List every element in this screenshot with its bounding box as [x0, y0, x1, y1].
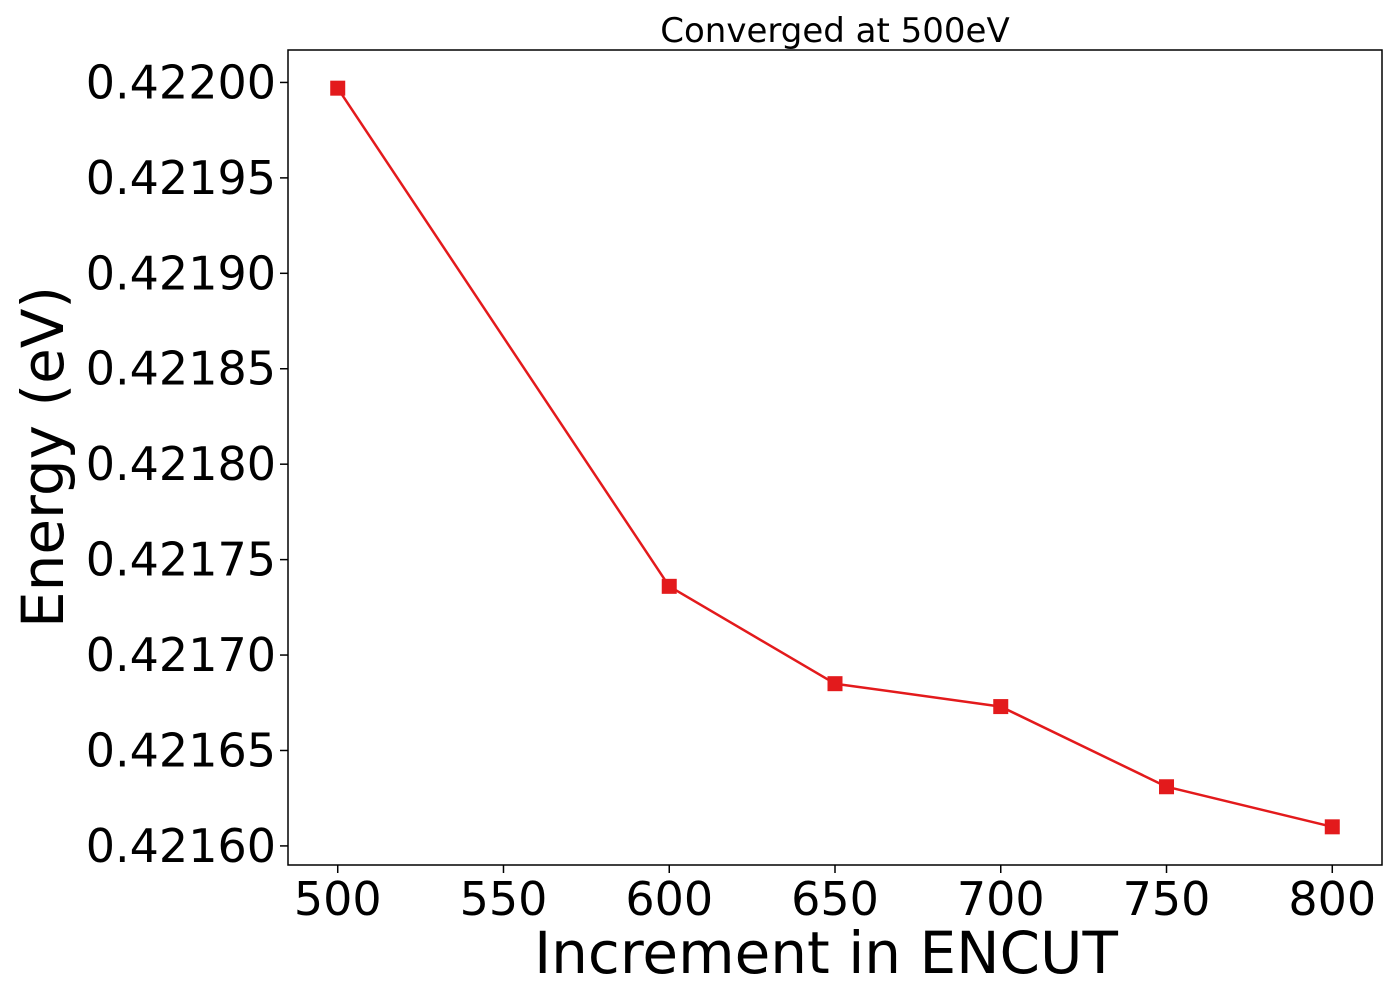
y-tick-label: 0.42165 — [86, 723, 276, 777]
data-point-marker — [827, 676, 843, 692]
x-tick-label: 700 — [957, 872, 1045, 926]
series-line — [336, 87, 1333, 829]
data-point-marker — [1159, 779, 1175, 795]
data-point-marker — [1324, 819, 1340, 835]
chart-title: Converged at 500eV — [660, 11, 1009, 51]
x-axis: 500 550 600 650 700 750 800 — [294, 865, 1376, 926]
y-tick-label: 0.42170 — [86, 628, 276, 682]
data-point-marker — [661, 578, 677, 594]
x-tick-label: 600 — [625, 872, 713, 926]
y-axis: 0.42160 0.42165 0.42170 0.42175 0.42180 0.421… — [86, 55, 288, 873]
y-tick-label: 0.42200 — [86, 55, 276, 109]
x-tick-label: 650 — [791, 872, 879, 926]
y-tick-label: 0.42160 — [86, 819, 276, 873]
x-tick-label: 550 — [460, 872, 548, 926]
y-tick-label: 0.42190 — [86, 246, 276, 300]
y-axis-label: Energy (eV) — [9, 286, 77, 628]
data-series — [330, 80, 1340, 835]
data-point-marker — [330, 80, 346, 96]
x-tick-label: 750 — [1123, 872, 1211, 926]
y-tick-label: 0.42185 — [86, 342, 276, 396]
x-axis-label: Increment in ENCUT — [534, 919, 1118, 987]
data-point-marker — [993, 699, 1009, 715]
y-tick-label: 0.42195 — [86, 151, 276, 205]
x-tick-label: 500 — [294, 872, 382, 926]
plot-area-frame — [287, 49, 1383, 866]
y-tick-label: 0.42175 — [86, 533, 276, 587]
y-tick-label: 0.42180 — [86, 437, 276, 491]
x-tick-label: 800 — [1288, 872, 1376, 926]
